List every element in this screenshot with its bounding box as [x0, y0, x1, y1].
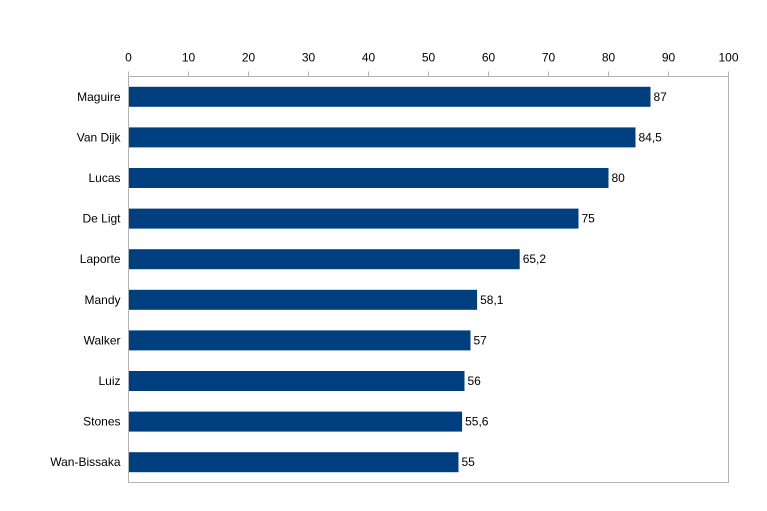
category-label: Wan-Bissaka [50, 455, 121, 469]
value-label: 84,5 [639, 130, 663, 144]
bar [128, 249, 520, 270]
category-label: Walker [84, 333, 121, 347]
bar [128, 371, 465, 391]
value-labels: 87 84,5 80 75 65,2 58,1 57 56 55,6 55 [462, 90, 668, 469]
bars [128, 86, 651, 473]
category-label: Laporte [80, 252, 121, 266]
x-tick-label: 60 [482, 51, 496, 65]
category-label: Lucas [88, 171, 120, 185]
x-tick-label: 50 [422, 51, 436, 65]
category-label: Van Dijk [77, 130, 122, 144]
x-tick-label: 90 [662, 51, 676, 65]
bar [128, 330, 471, 351]
x-tick-label: 10 [182, 51, 196, 65]
value-label: 57 [474, 333, 488, 347]
category-label: Luiz [98, 374, 120, 388]
x-tick-label: 80 [602, 51, 616, 65]
bar [128, 411, 463, 432]
value-label: 75 [582, 212, 596, 226]
x-tick-label: 40 [362, 51, 376, 65]
bar [128, 86, 651, 107]
value-label: 58,1 [480, 293, 504, 307]
x-tick-label: 70 [542, 51, 556, 65]
value-label: 55 [462, 455, 476, 469]
x-tick-label: 100 [718, 51, 738, 65]
category-label: Mandy [84, 293, 120, 307]
x-axis: 0 10 20 30 40 50 60 70 80 90 100 [125, 51, 739, 77]
bar [128, 208, 579, 229]
category-labels: Maguire Van Dijk Lucas De Ligt Laporte Mandy W… [50, 90, 121, 469]
value-label: 87 [654, 90, 668, 104]
category-label: Stones [83, 415, 120, 429]
value-label: 65,2 [523, 252, 547, 266]
bar [128, 168, 609, 188]
value-label: 55,6 [465, 415, 489, 429]
bar [128, 452, 459, 473]
category-label: De Ligt [82, 212, 121, 226]
value-label: 56 [468, 374, 482, 388]
x-tick-label: 20 [242, 51, 256, 65]
category-label: Maguire [77, 90, 121, 104]
x-tick-label: 0 [125, 51, 132, 65]
bar [128, 127, 636, 148]
x-tick-label: 30 [302, 51, 316, 65]
value-label: 80 [612, 171, 626, 185]
plot-frame [128, 76, 729, 483]
bar [128, 289, 478, 310]
